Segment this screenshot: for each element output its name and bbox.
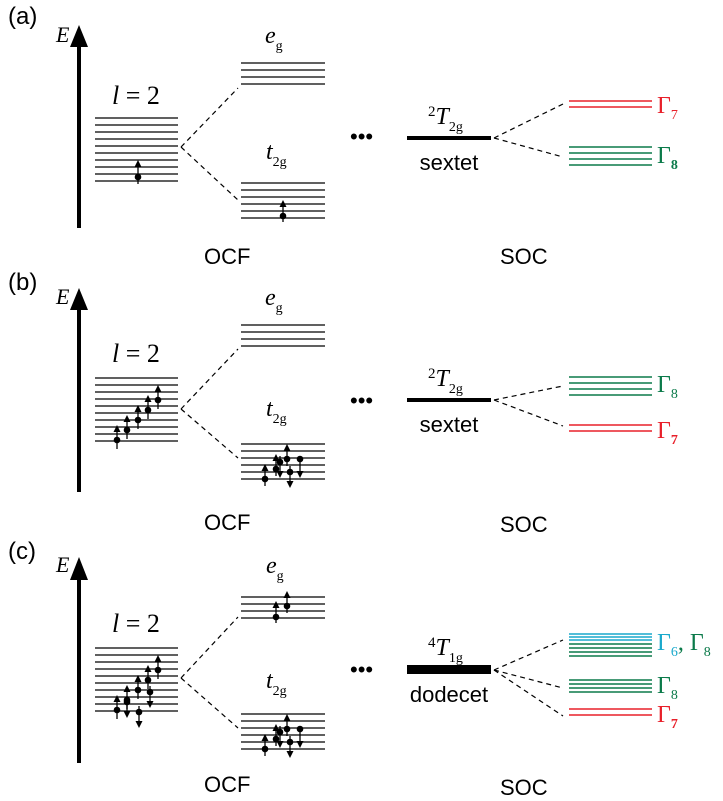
panel-tag: (b) xyxy=(8,269,37,296)
energy-axis-arrow xyxy=(70,288,88,492)
ocf-caption: OCF xyxy=(204,772,250,797)
ellipsis: ••• xyxy=(350,124,373,149)
gamma6-levels xyxy=(569,633,652,641)
electron-group-eg xyxy=(272,591,291,623)
multiplet-label: sextet xyxy=(420,150,479,175)
energy-axis-label: E xyxy=(55,22,70,47)
gamma7-levels xyxy=(569,424,652,432)
eg-label: eg xyxy=(266,553,284,584)
soc-split-lines xyxy=(493,385,564,427)
term-level xyxy=(407,136,491,140)
ocf-caption: OCF xyxy=(204,244,250,269)
orbital-l-label: l = 2 xyxy=(112,339,160,368)
electron-spin-up xyxy=(134,160,142,184)
eg-levels xyxy=(241,324,325,347)
gamma8-levels xyxy=(569,376,652,396)
gamma7-label: Γ7 xyxy=(657,418,678,448)
energy-axis-arrow xyxy=(70,557,88,763)
energy-axis-arrow xyxy=(70,25,88,228)
soc-caption: SOC xyxy=(500,244,548,269)
ocf-split-lines xyxy=(180,616,239,729)
t2g-label: t2g xyxy=(266,668,287,699)
t2g-label: t2g xyxy=(266,396,287,427)
panel-tag: (c) xyxy=(8,538,36,565)
soc-caption: SOC xyxy=(500,775,548,800)
eg-levels xyxy=(241,62,325,85)
eg-label: eg xyxy=(265,23,283,54)
panel-b: (b) E l = 2 eg xyxy=(8,269,678,537)
electron-pairs-t2g xyxy=(261,714,304,758)
gamma8-levels xyxy=(569,679,652,693)
soc-split-lines xyxy=(493,639,564,717)
d-orbital-levels xyxy=(95,117,178,182)
panel-c: (c) E l = 2 xyxy=(8,538,711,800)
multiplet-label: dodecet xyxy=(410,682,488,707)
gamma8-label: Γ8 xyxy=(657,372,678,402)
term-symbol: 4T1g xyxy=(428,635,463,666)
ocf-caption: OCF xyxy=(204,510,250,535)
gamma7-label: Γ7 xyxy=(657,702,678,732)
term-level xyxy=(407,398,491,402)
panel-tag: (a) xyxy=(8,3,37,30)
gamma6-gamma8-label: Γ6, Γ8 xyxy=(657,630,711,660)
soc-split-lines xyxy=(493,103,564,158)
gamma7-levels xyxy=(569,100,652,108)
ocf-split-lines xyxy=(180,87,239,201)
gamma8-label: Γ8 xyxy=(657,143,678,173)
term-symbol: 2T2g xyxy=(428,366,463,397)
orbital-l-label: l = 2 xyxy=(112,81,160,110)
ocf-split-lines xyxy=(180,348,239,459)
gamma8-quartet-levels xyxy=(569,643,652,657)
t2g-levels xyxy=(241,443,325,480)
ellipsis: ••• xyxy=(350,657,373,682)
electron-spin-up xyxy=(279,200,287,222)
d-orbital-levels xyxy=(95,377,178,442)
panel-a: (a) E l = 2 eg xyxy=(8,3,678,269)
gamma8-label: Γ8 xyxy=(657,673,678,703)
energy-axis-label: E xyxy=(55,284,70,309)
gamma7-label: Γ7 xyxy=(657,93,678,123)
term-level xyxy=(407,665,491,674)
orbital-l-label: l = 2 xyxy=(112,609,160,638)
term-symbol: 2T2g xyxy=(428,104,463,135)
energy-axis-label: E xyxy=(55,552,70,577)
gamma8-levels xyxy=(569,146,652,166)
soc-caption: SOC xyxy=(500,512,548,537)
t2g-label: t2g xyxy=(266,139,287,170)
electron-group xyxy=(113,655,162,728)
eg-label: eg xyxy=(265,285,283,316)
ellipsis: ••• xyxy=(350,388,373,413)
multiplet-label: sextet xyxy=(420,412,479,437)
eg-levels xyxy=(241,596,325,619)
electron-pairs-t2g xyxy=(261,444,304,488)
gamma7-levels xyxy=(569,708,652,716)
electron-spin-up-group xyxy=(113,385,162,449)
